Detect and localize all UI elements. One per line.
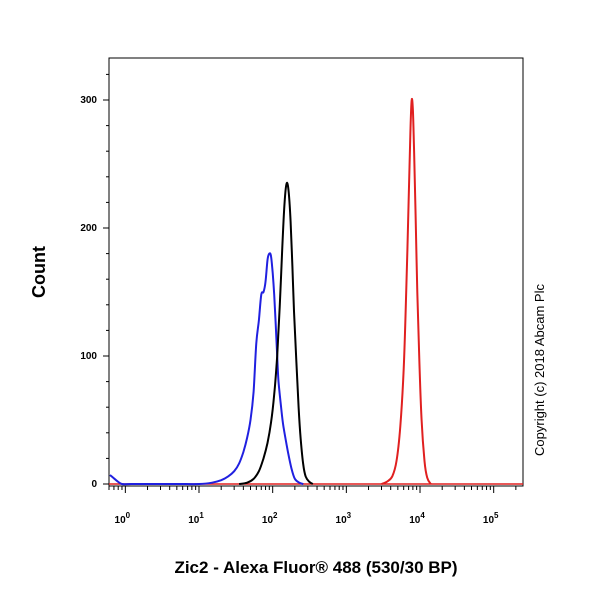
x-tick-base: 10 xyxy=(262,515,274,526)
plot-frame xyxy=(108,57,524,487)
x-tick-base: 10 xyxy=(483,515,495,526)
y-tick-label: 200 xyxy=(80,223,97,234)
x-axis-title: Zic2 - Alexa Fluor® 488 (530/30 BP) xyxy=(174,558,457,577)
series-line xyxy=(109,252,304,486)
x-tick-label: 105 xyxy=(483,511,499,526)
y-axis-ticks: 0 100 200 300 xyxy=(80,73,109,490)
x-tick-base: 10 xyxy=(115,515,127,526)
copyright-annotation: Copyright (c) 2018 Abcam Plc xyxy=(532,284,547,456)
x-tick-base: 10 xyxy=(188,515,200,526)
x-tick-exponent: 2 xyxy=(273,511,278,520)
x-tick-label: 102 xyxy=(262,511,278,526)
x-tick-label: 104 xyxy=(409,511,425,526)
x-tick-label: 100 xyxy=(115,511,131,526)
x-tick-exponent: 0 xyxy=(126,511,131,520)
x-tick-label: 101 xyxy=(188,511,204,526)
y-axis-title: Count xyxy=(29,246,49,298)
x-tick-exponent: 4 xyxy=(420,511,425,520)
x-tick-base: 10 xyxy=(409,515,421,526)
x-tick-exponent: 3 xyxy=(347,511,352,520)
y-tick-label: 0 xyxy=(91,479,97,490)
y-tick-label: 300 xyxy=(80,95,97,106)
series-line xyxy=(381,97,432,485)
x-tick-label: 103 xyxy=(336,511,352,526)
x-tick-exponent: 5 xyxy=(494,511,499,520)
histogram-series xyxy=(109,97,523,486)
x-tick-exponent: 1 xyxy=(199,511,204,520)
series-line xyxy=(238,181,314,485)
x-tick-base: 10 xyxy=(336,515,348,526)
y-tick-label: 100 xyxy=(80,351,97,362)
x-axis-ticks: 100 101 102 103 104 105 xyxy=(108,486,517,526)
